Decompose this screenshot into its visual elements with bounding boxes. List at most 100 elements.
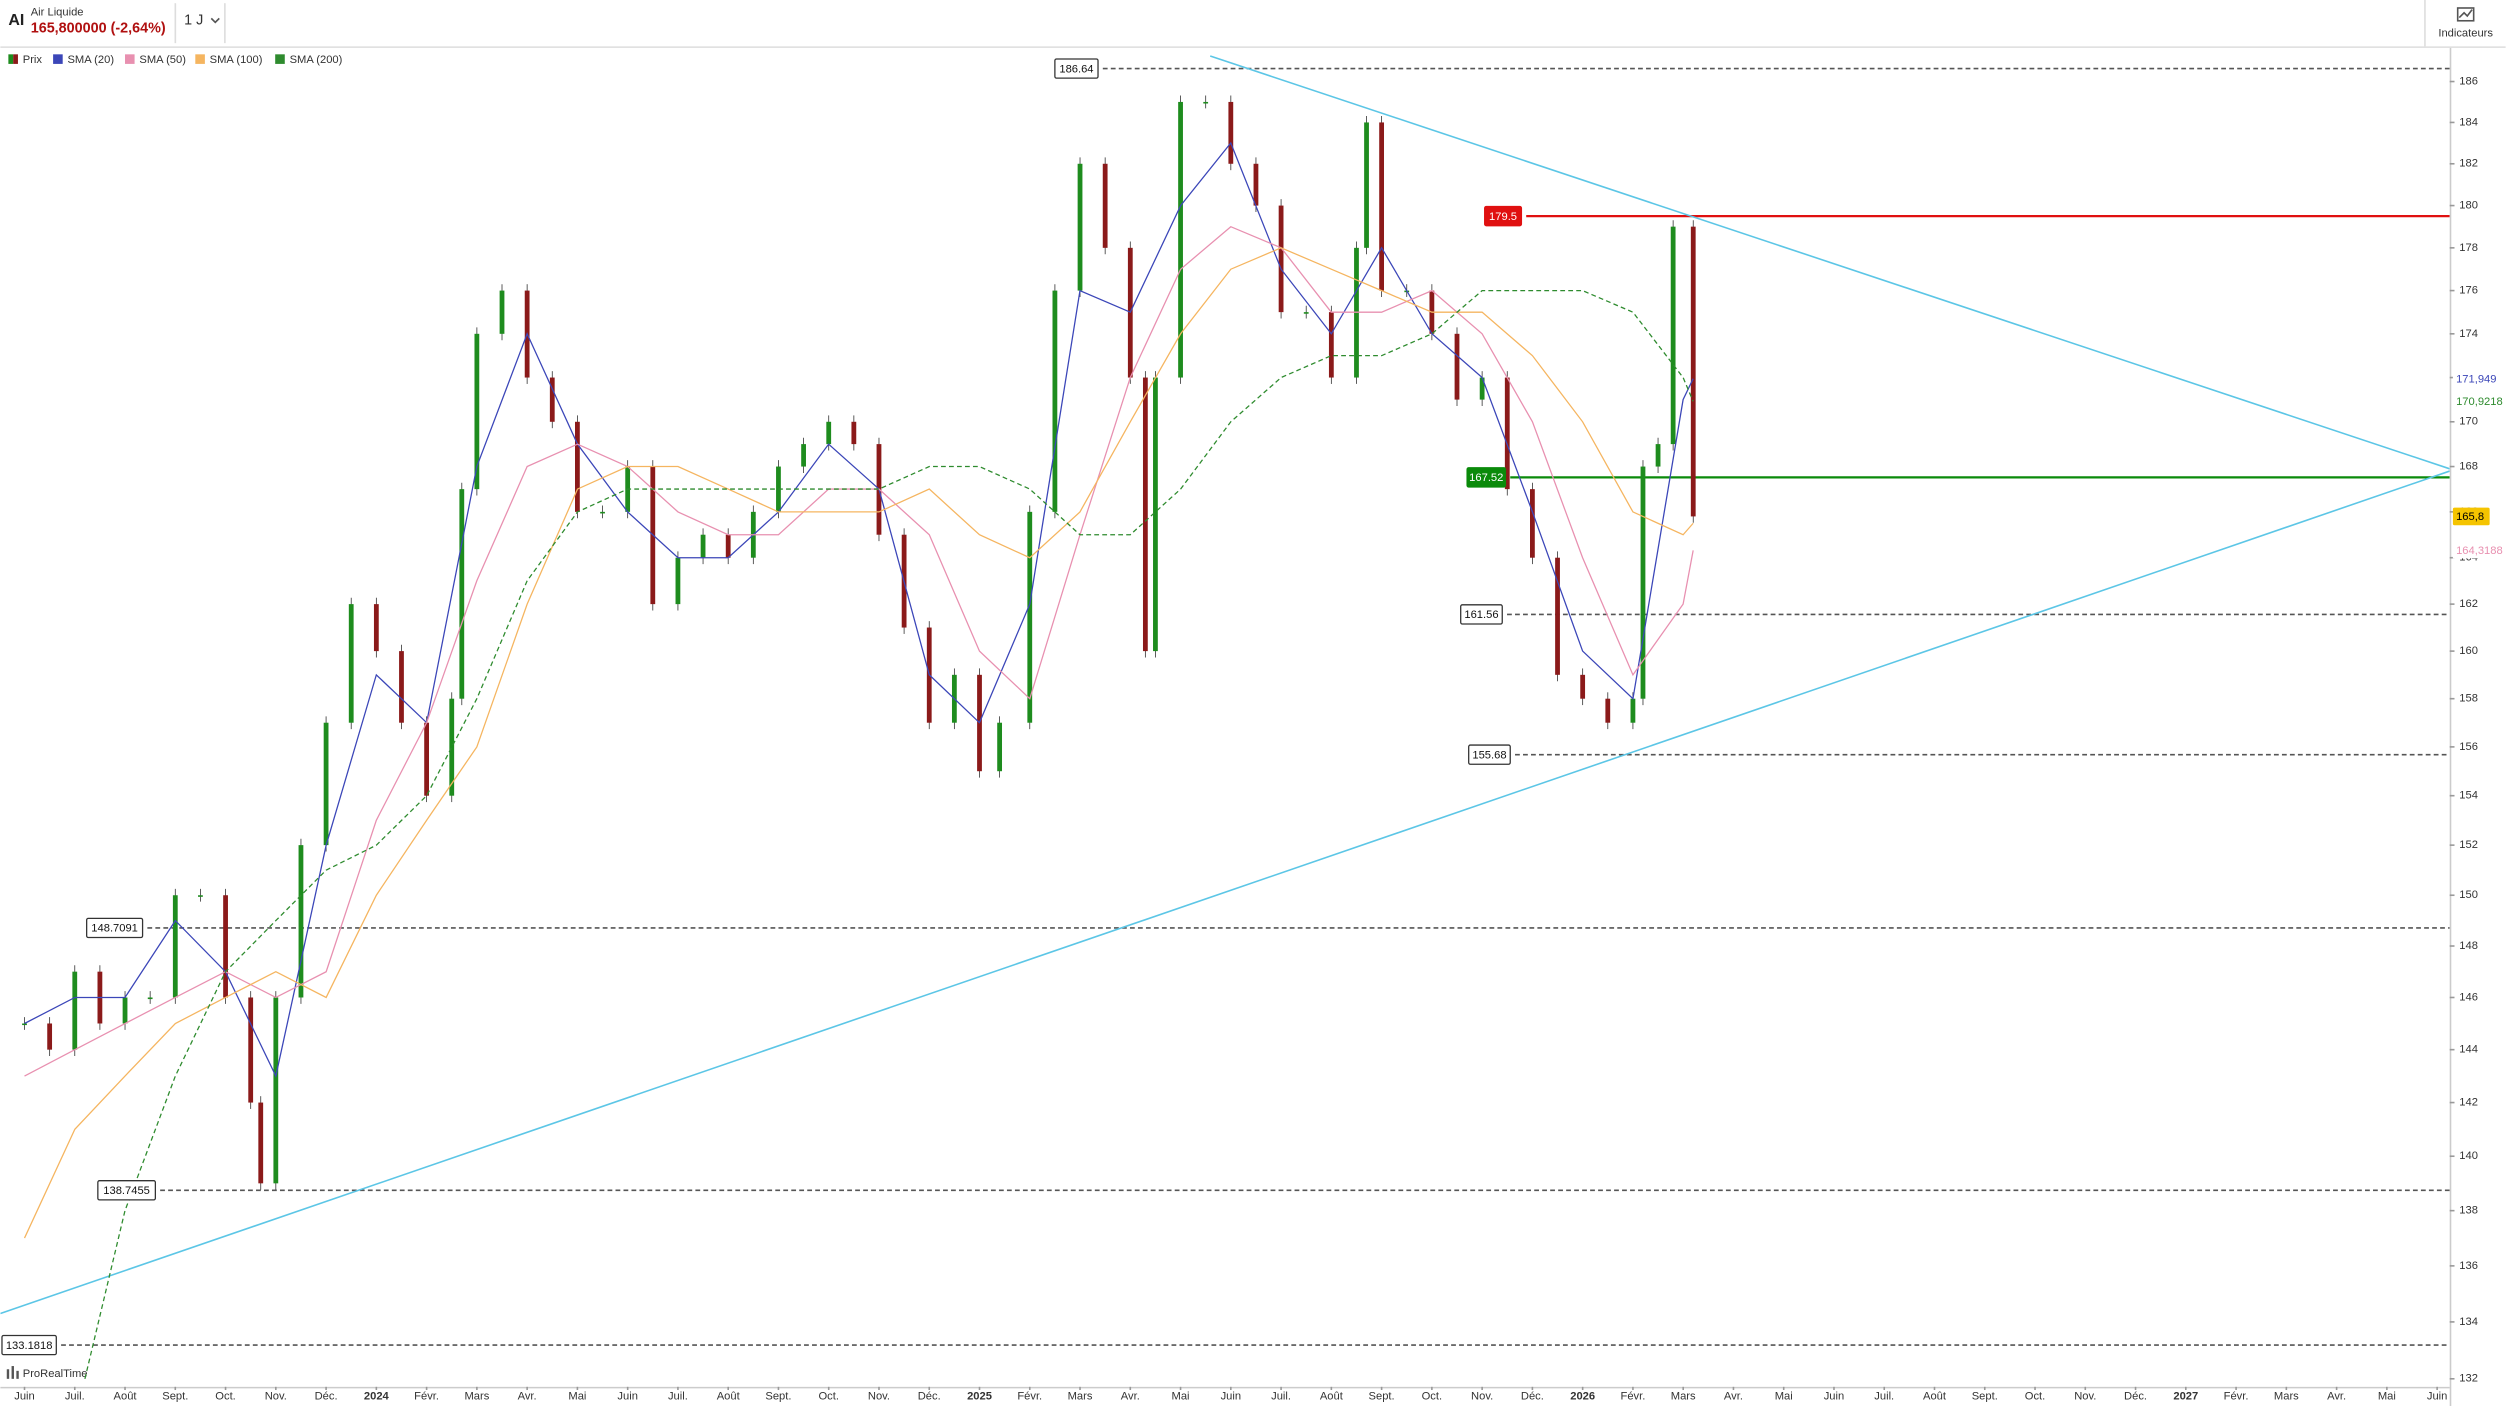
- candle: [826, 421, 832, 445]
- logo: ProRealTime: [6, 1366, 88, 1380]
- y-tick-label: 142: [2459, 1097, 2478, 1109]
- candle: [1640, 466, 1646, 699]
- legend-swatch: [275, 54, 285, 64]
- legend-swatch: [195, 54, 205, 64]
- legend-swatch: [125, 54, 135, 64]
- x-tick-label: Mai: [568, 1390, 586, 1402]
- legend-swatch: [13, 54, 18, 64]
- level-label: 179.5: [1489, 211, 1517, 223]
- candle: [1605, 698, 1611, 723]
- y-tick-label: 146: [2459, 991, 2478, 1003]
- x-tick-label: Nov.: [265, 1390, 287, 1402]
- trendline: [0, 470, 2450, 1315]
- level-label-box: [1468, 744, 1511, 765]
- y-tick-label: 132: [2459, 1373, 2478, 1385]
- candle: [1228, 101, 1234, 164]
- candle: [22, 1023, 27, 1026]
- y-tick-label: 152: [2459, 839, 2478, 851]
- last-value-box: [2452, 393, 2501, 410]
- logo-bar: [16, 1370, 19, 1379]
- indicators-icon[interactable]: [2456, 7, 2475, 22]
- candle: [600, 511, 605, 514]
- candle: [248, 997, 254, 1103]
- level-label: 133.1818: [6, 1340, 53, 1352]
- y-tick-label: 134: [2459, 1316, 2478, 1328]
- quote: 165,800000 (-2,64%): [31, 21, 166, 37]
- level-label: 186.64: [1059, 63, 1093, 75]
- level-label-box: [1, 1334, 57, 1356]
- candle: [172, 895, 178, 998]
- legend-swatch: [53, 54, 63, 64]
- sma-line: [23, 247, 1694, 1239]
- candle: [700, 534, 706, 558]
- candle: [373, 604, 379, 652]
- sma-line: [24, 225, 1694, 1077]
- x-tick-label: Mai: [1775, 1390, 1793, 1402]
- candle: [1303, 312, 1309, 314]
- x-tick-label: Déc.: [1521, 1390, 1544, 1402]
- trendline: [1209, 55, 2450, 470]
- x-tick-label: Juin: [617, 1390, 638, 1402]
- level-label-box: [1484, 205, 1523, 227]
- candle: [298, 845, 304, 998]
- candle: [549, 377, 555, 422]
- indicators-button[interactable]: Indicateurs: [2438, 28, 2493, 40]
- candle: [399, 651, 404, 723]
- candle: [1077, 163, 1083, 291]
- y-tick-label: 170: [2459, 416, 2478, 428]
- legend-label: SMA (50): [139, 54, 186, 66]
- candle: [72, 971, 78, 1050]
- candle: [997, 722, 1003, 772]
- y-tick-label: 144: [2459, 1044, 2478, 1056]
- level-label: 161.56: [1464, 609, 1498, 621]
- chevron[interactable]: [210, 17, 220, 24]
- candle: [1670, 226, 1676, 445]
- candle: [1153, 377, 1158, 652]
- x-tick-label: Févr.: [1017, 1390, 1042, 1402]
- x-tick-label: Mai: [2378, 1390, 2396, 1402]
- candle: [122, 997, 128, 1024]
- candle: [1253, 163, 1259, 206]
- candle: [1364, 122, 1369, 248]
- x-tick-label: Mars: [2274, 1390, 2299, 1402]
- x-tick-label: Juil.: [1874, 1390, 1894, 1402]
- x-tick-label: Oct.: [215, 1390, 235, 1402]
- level-label-box: [1460, 604, 1503, 625]
- y-tick-label: 156: [2459, 741, 2478, 753]
- x-tick-label: Déc.: [2124, 1390, 2147, 1402]
- candle: [273, 997, 279, 1184]
- x-tick-label: Mai: [1172, 1390, 1190, 1402]
- logo-text: ProRealTime: [23, 1368, 88, 1380]
- icon-line[interactable]: [2458, 9, 2473, 19]
- candle: [1504, 377, 1510, 490]
- x-tick-label: Févr.: [414, 1390, 439, 1402]
- candle: [1052, 290, 1058, 512]
- candle: [1379, 122, 1385, 291]
- icon-frame[interactable]: [2456, 7, 2475, 22]
- candle: [851, 421, 857, 445]
- candle: [1203, 101, 1209, 104]
- x-tick-label: Mars: [1671, 1390, 1696, 1402]
- candle: [1454, 333, 1460, 400]
- period-selector[interactable]: 1 J: [184, 13, 203, 29]
- x-tick-label: Juin: [1824, 1390, 1844, 1402]
- last-value-box: [2452, 370, 2501, 387]
- last-value-label: 171,949: [2456, 373, 2496, 385]
- last-price-box: [2452, 507, 2490, 526]
- candle: [198, 895, 203, 897]
- x-tick-label: Nov.: [868, 1390, 890, 1402]
- x-tick-label: Févr.: [2224, 1390, 2249, 1402]
- x-tick-label: Avr.: [1121, 1390, 1140, 1402]
- legend-label: SMA (20): [67, 54, 114, 66]
- legend-label: SMA (100): [210, 54, 263, 66]
- x-tick-label: Juin: [14, 1390, 35, 1402]
- candle: [1580, 674, 1586, 699]
- x-tick-label: 2024: [364, 1390, 390, 1402]
- candle: [1328, 312, 1334, 378]
- level-label-box: [1466, 467, 1507, 488]
- candle: [1555, 557, 1560, 675]
- x-tick-label: Juil.: [1271, 1390, 1291, 1402]
- candle: [675, 557, 681, 605]
- x-tick-label: Juin: [1221, 1390, 1242, 1402]
